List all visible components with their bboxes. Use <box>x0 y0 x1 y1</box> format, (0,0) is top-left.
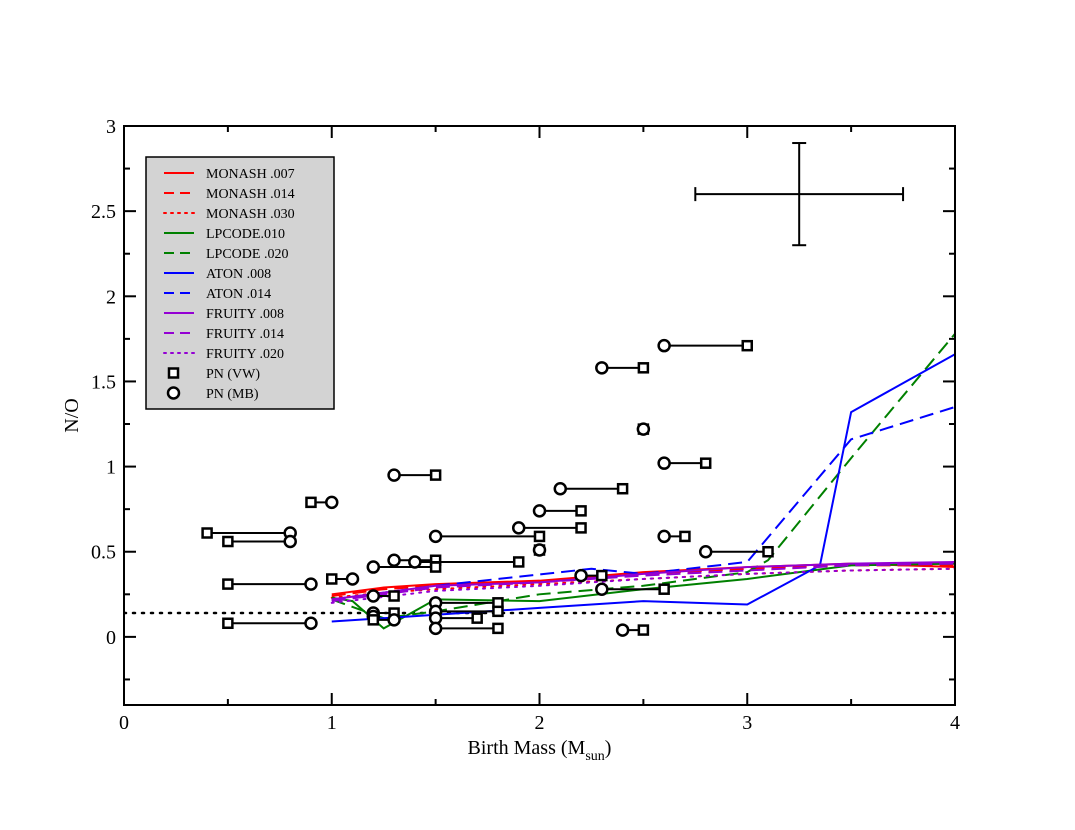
pn-vw-square <box>616 482 629 495</box>
pn-vw-square <box>762 545 774 558</box>
legend-label: MONASH .014 <box>206 187 295 202</box>
series-line-fruity-008 <box>331 560 955 601</box>
pn-mb-circle <box>532 504 547 518</box>
pn-vw-square <box>575 505 587 517</box>
y-tick-label: 3 <box>106 116 116 138</box>
x-axis-title: Birth Mass (Msun) <box>468 737 612 764</box>
pn-mb-circle <box>428 529 443 544</box>
legend-label: FRUITY .008 <box>206 307 284 322</box>
pn-mb-circle <box>304 577 318 591</box>
x-tick-label: 0 <box>119 712 129 734</box>
pn-mb-circle <box>387 613 401 627</box>
pn-vw-square <box>637 362 650 374</box>
pn-mb-circle <box>366 560 381 574</box>
x-axis-title-main: Birth Mass (M <box>468 737 586 759</box>
pn-mb-circle <box>387 468 401 482</box>
series-line-aton-014 <box>331 406 955 601</box>
x-tick-label: 4 <box>950 712 960 734</box>
pn-vw-square <box>575 522 587 534</box>
pn-vw-square <box>492 605 504 618</box>
legend-label: LPCODE.010 <box>206 227 285 242</box>
pn-mb-circle <box>636 422 651 436</box>
pn-mb-circle <box>615 623 630 637</box>
legend-label: ATON .008 <box>206 267 271 282</box>
pn-vw-square <box>492 622 504 635</box>
legend-label: PN (MB) <box>206 387 259 402</box>
pn-observations <box>201 338 774 637</box>
pn-mb-circle <box>657 338 671 353</box>
pn-mb-circle <box>304 616 318 631</box>
pn-vw-square <box>201 527 213 539</box>
x-tick-label: 2 <box>535 712 545 734</box>
pn-vw-square <box>305 496 317 509</box>
pn-vw-square <box>533 530 546 543</box>
pn-vw-square <box>429 469 442 481</box>
pn-mb-circle <box>408 555 422 569</box>
pn-vw-square <box>471 612 483 624</box>
pn-mb-circle <box>532 543 547 557</box>
pn-vw-square <box>388 590 400 602</box>
pn-mb-circle <box>345 572 360 586</box>
legend-label: MONASH .007 <box>206 167 295 182</box>
pn-vw-square <box>222 535 234 548</box>
pn-mb-circle <box>428 621 443 636</box>
series-line-lpcode-020 <box>331 333 955 620</box>
pn-vw-square <box>596 569 608 582</box>
pn-mb-circle <box>657 456 671 470</box>
pn-vw-square <box>222 578 234 590</box>
pn-vw-square <box>367 614 380 626</box>
pn-mb-circle <box>325 495 339 510</box>
pn-mb-circle <box>387 553 401 567</box>
pn-mb-circle <box>366 589 381 603</box>
legend-box <box>145 156 335 410</box>
legend: MONASH .007 MONASH .014 MONASH .030 LPCODE.… <box>145 156 335 410</box>
legend-label: ATON .014 <box>206 287 271 302</box>
x-axis-title-end: ) <box>605 737 612 759</box>
y-tick-label: 2.5 <box>91 201 116 223</box>
pn-vw-square <box>741 339 753 352</box>
x-axis-title-sub: sun <box>585 749 604 764</box>
legend-label: LPCODE .020 <box>206 247 288 262</box>
legend-swatch-square <box>167 367 180 379</box>
pn-mb-circle <box>595 582 609 596</box>
y-tick-label: 1.5 <box>91 371 116 393</box>
pn-vw-square <box>637 624 650 636</box>
pn-mb-circle <box>511 521 526 535</box>
pn-mb-circle <box>283 534 297 549</box>
legend-label: FRUITY .020 <box>206 347 284 362</box>
series-line-fruity-020 <box>330 567 955 604</box>
pn-vw-square <box>326 573 338 585</box>
pn-vw-square <box>699 457 712 469</box>
pn-mb-circle <box>657 529 671 544</box>
pn-vw-square <box>679 530 691 543</box>
y-tick-label: 1 <box>106 457 116 479</box>
legend-swatch-circle <box>166 386 181 400</box>
y-tick-label: 2 <box>106 286 116 308</box>
error-bar <box>694 142 905 247</box>
plot-frame <box>123 125 956 706</box>
pn-vw-square <box>658 583 670 595</box>
series-line-aton-008 <box>331 353 955 623</box>
y-axis-title: N/O <box>61 398 83 432</box>
x-tick-label: 3 <box>742 712 752 734</box>
pn-mb-circle <box>595 361 609 375</box>
pn-vw-square <box>429 561 442 573</box>
pn-mb-circle <box>574 568 588 583</box>
pn-mb-circle <box>553 481 568 496</box>
pn-mb-circle <box>698 544 713 559</box>
y-tick-label: 0 <box>106 627 116 649</box>
legend-label: PN (VW) <box>206 367 260 382</box>
y-tick-label: 0.5 <box>91 542 116 564</box>
pn-vw-square <box>512 556 525 568</box>
pn-vw-square <box>222 617 234 630</box>
legend-label: FRUITY .014 <box>206 327 284 342</box>
x-tick-label: 1 <box>327 712 337 734</box>
legend-label: MONASH .030 <box>206 207 295 222</box>
